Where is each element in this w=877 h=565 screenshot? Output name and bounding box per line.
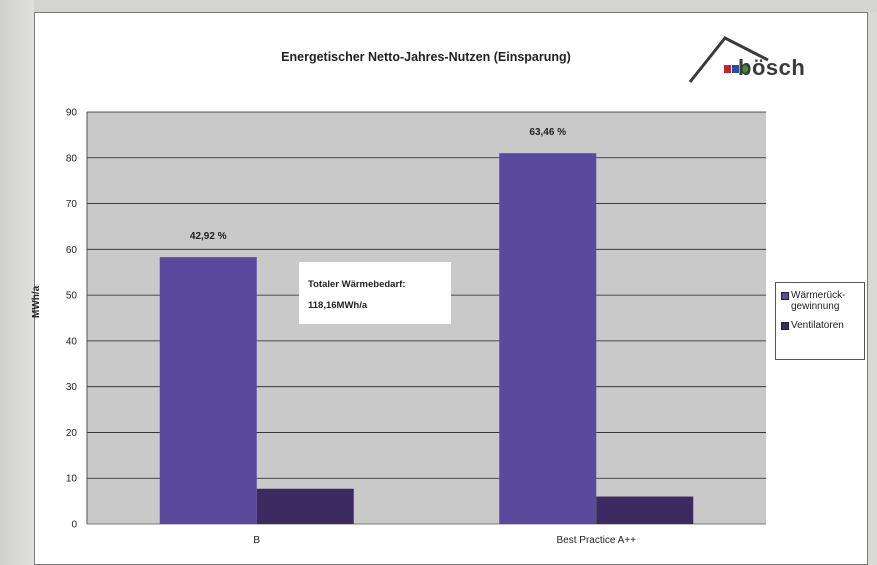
logo-text: bösch [738, 55, 806, 80]
bars [159, 153, 694, 524]
annotation-line2: 118,16MWh/a [308, 300, 368, 311]
y-tick-label: 90 [66, 108, 78, 119]
data-label-percent: 42,92 % [190, 231, 227, 242]
y-tick-label: 40 [66, 336, 78, 347]
data-label-percent: 63,46 % [529, 127, 566, 138]
logo-square-red [724, 65, 731, 73]
annotation-line1: Totaler Wärmebedarf: [308, 279, 406, 290]
y-tick-label: 50 [66, 291, 78, 302]
total-heat-demand-annotation: Totaler Wärmebedarf: 118,16MWh/a [299, 262, 451, 324]
bar-ventilatoren-0 [256, 488, 354, 524]
legend-swatch-1 [781, 292, 789, 300]
legend-item-ventilatoren: Ventilatoren [781, 320, 861, 331]
chart-legend: Wärmerück- gewinnung Ventilatoren [775, 282, 865, 360]
y-tick-label: 60 [66, 245, 78, 256]
y-tick-labels: 0 10 20 30 40 50 60 70 80 90 [66, 108, 78, 531]
x-category-label: Best Practice A++ [557, 535, 637, 546]
y-tick-label: 0 [71, 520, 77, 531]
scan-border-left [0, 0, 34, 565]
y-tick-label: 20 [66, 428, 78, 439]
y-axis-label: MWh/a [31, 285, 42, 318]
y-tick-label: 10 [66, 474, 78, 485]
y-tick-label: 80 [66, 153, 78, 164]
legend-swatch-2 [781, 322, 789, 330]
legend-label-1a: Wärmerück- [791, 290, 846, 301]
bosch-logo-icon [688, 36, 769, 83]
x-category-label: B [253, 535, 260, 546]
legend-label-2: Ventilatoren [791, 320, 844, 331]
y-tick-label: 30 [66, 382, 78, 393]
bar-ventilatoren-1 [596, 496, 694, 524]
y-tick-label: 70 [66, 199, 78, 210]
scan-border-top [0, 0, 877, 12]
logo-square-green [740, 65, 747, 73]
bar-waermerueckgewinnung-1 [499, 153, 597, 524]
legend-item-waermerueckgewinnung: Wärmerück- gewinnung [781, 290, 861, 312]
legend-label-1b: gewinnung [791, 301, 840, 312]
bar-waermerueckgewinnung-0 [159, 257, 257, 524]
data-labels: 42,92 % 63,46 % [190, 127, 566, 242]
chart-title: Energetischer Netto-Jahres-Nutzen (Einsp… [281, 50, 571, 64]
logo-square-blue [732, 65, 739, 73]
x-category-labels: B Best Practice A++ [253, 535, 636, 546]
legend-label-1: Wärmerück- gewinnung [791, 290, 845, 312]
